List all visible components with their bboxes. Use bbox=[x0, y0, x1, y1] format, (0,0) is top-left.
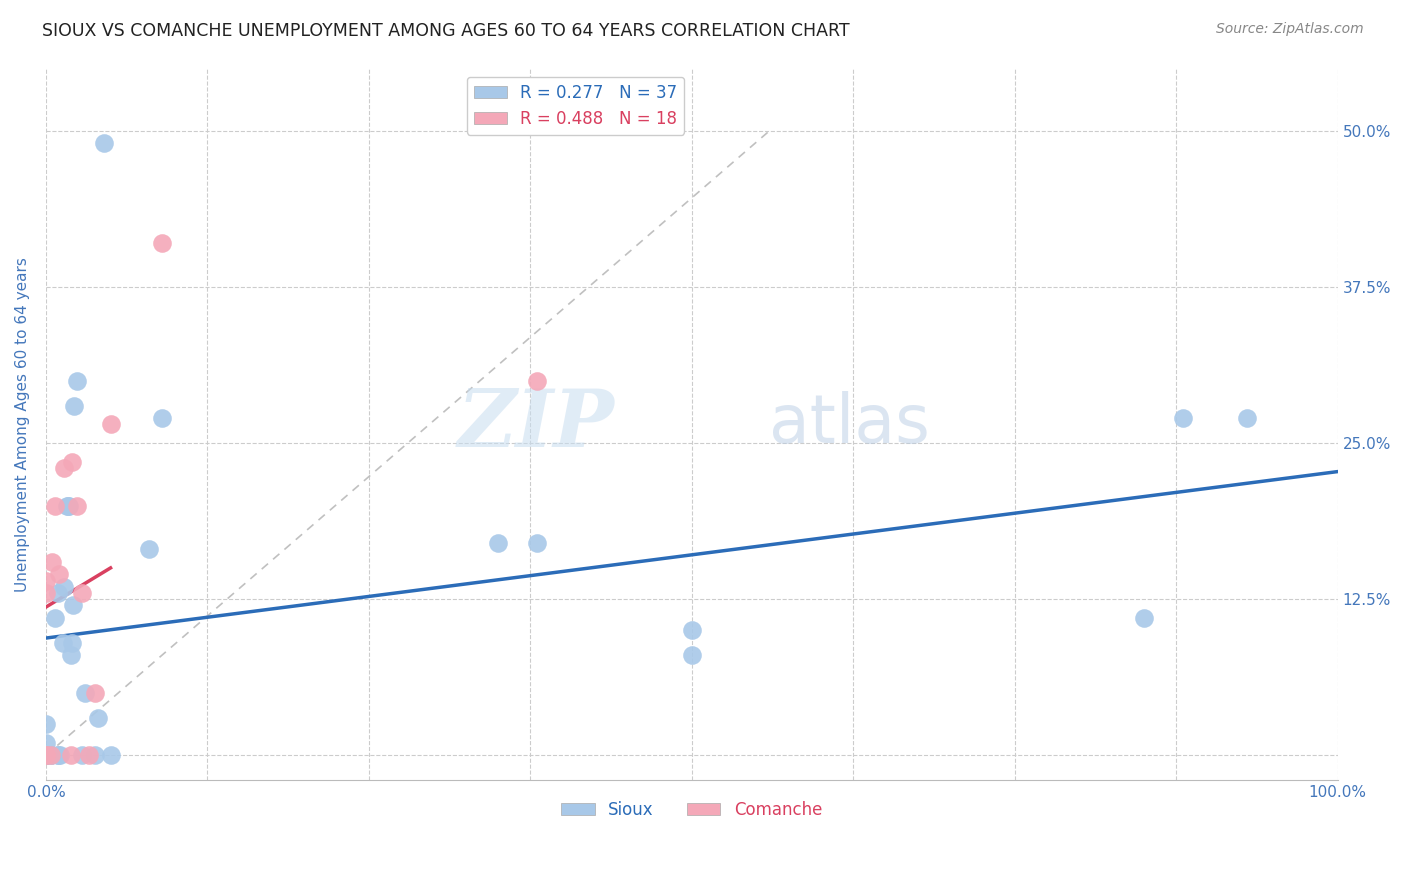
Point bbox=[49, 748, 72, 763]
Point bbox=[58, 499, 80, 513]
Point bbox=[41, 555, 63, 569]
Text: ZIP: ZIP bbox=[457, 385, 614, 463]
Point bbox=[35, 748, 58, 763]
Point bbox=[35, 748, 58, 763]
Point bbox=[35, 736, 58, 750]
Point bbox=[53, 461, 76, 475]
Point bbox=[70, 748, 93, 763]
Point bbox=[86, 711, 108, 725]
Point bbox=[100, 417, 122, 432]
Point bbox=[48, 567, 70, 582]
Point bbox=[93, 136, 115, 151]
Point bbox=[526, 374, 548, 388]
Point bbox=[46, 748, 69, 763]
Point bbox=[44, 611, 66, 625]
Point bbox=[681, 648, 703, 663]
Point bbox=[1171, 411, 1194, 425]
Point bbox=[66, 374, 89, 388]
Point bbox=[526, 536, 548, 550]
Point bbox=[100, 748, 122, 763]
Y-axis label: Unemployment Among Ages 60 to 64 years: Unemployment Among Ages 60 to 64 years bbox=[15, 257, 30, 592]
Point bbox=[84, 686, 107, 700]
Point bbox=[56, 499, 79, 513]
Point bbox=[486, 536, 509, 550]
Legend: Sioux, Comanche: Sioux, Comanche bbox=[555, 794, 828, 825]
Point bbox=[52, 636, 75, 650]
Point bbox=[150, 411, 173, 425]
Point bbox=[44, 499, 66, 513]
Point bbox=[138, 542, 160, 557]
Point bbox=[46, 586, 69, 600]
Point bbox=[59, 648, 82, 663]
Point bbox=[77, 748, 100, 763]
Point bbox=[35, 748, 58, 763]
Point bbox=[1236, 411, 1258, 425]
Point bbox=[39, 748, 62, 763]
Point bbox=[66, 499, 89, 513]
Point bbox=[46, 748, 69, 763]
Point bbox=[63, 399, 86, 413]
Point bbox=[59, 748, 82, 763]
Point bbox=[35, 574, 58, 588]
Point bbox=[150, 236, 173, 251]
Point bbox=[60, 455, 83, 469]
Point bbox=[35, 748, 58, 763]
Point bbox=[35, 717, 58, 731]
Point bbox=[1133, 611, 1156, 625]
Point bbox=[70, 586, 93, 600]
Point bbox=[39, 748, 62, 763]
Text: Source: ZipAtlas.com: Source: ZipAtlas.com bbox=[1216, 22, 1364, 37]
Point bbox=[84, 748, 107, 763]
Point bbox=[35, 586, 58, 600]
Point bbox=[60, 636, 83, 650]
Point bbox=[53, 580, 76, 594]
Point bbox=[62, 599, 84, 613]
Point bbox=[39, 748, 62, 763]
Point bbox=[73, 686, 96, 700]
Point bbox=[55, 499, 77, 513]
Text: atlas: atlas bbox=[769, 392, 931, 458]
Text: SIOUX VS COMANCHE UNEMPLOYMENT AMONG AGES 60 TO 64 YEARS CORRELATION CHART: SIOUX VS COMANCHE UNEMPLOYMENT AMONG AGE… bbox=[42, 22, 849, 40]
Point bbox=[681, 624, 703, 638]
Point bbox=[35, 748, 58, 763]
